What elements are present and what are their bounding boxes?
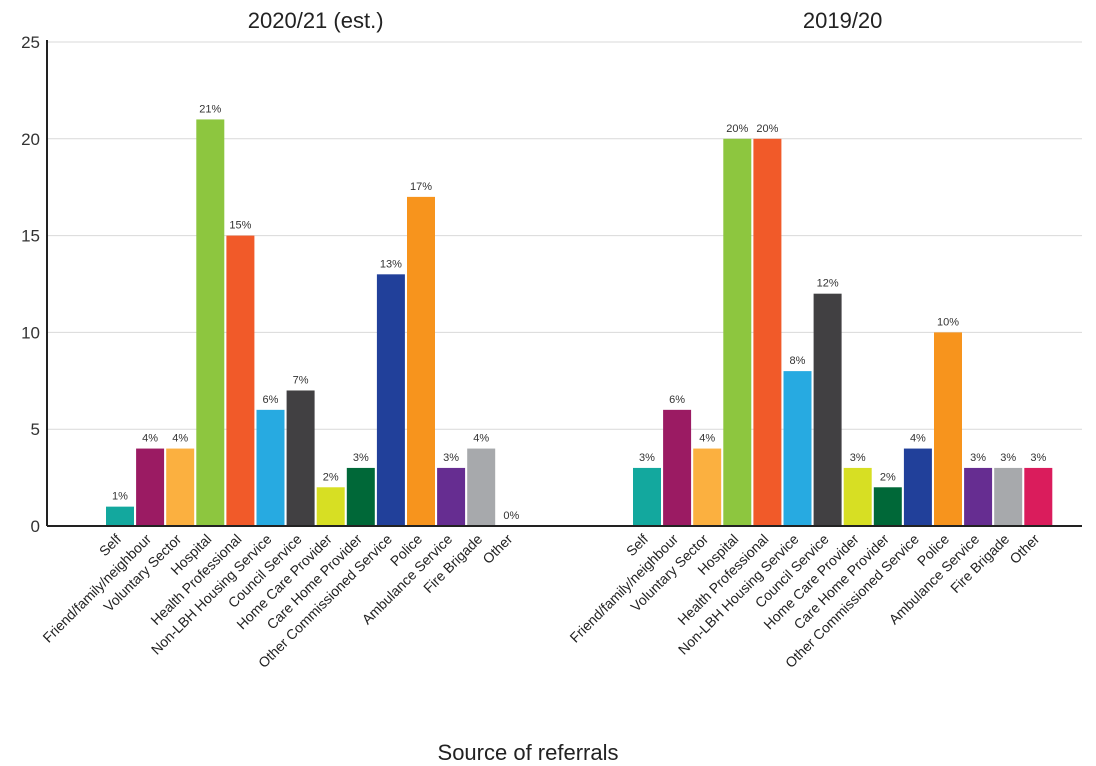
y-tick-label: 5 [31, 420, 40, 439]
bar [437, 467, 466, 526]
data-label: 0% [503, 510, 519, 522]
bar [783, 371, 812, 526]
data-label: 6% [263, 394, 279, 406]
bar [166, 448, 195, 526]
data-label: 15% [229, 220, 251, 232]
data-label: 2% [323, 471, 339, 483]
group-title: 2019/20 [803, 8, 883, 33]
data-label: 4% [172, 433, 188, 445]
data-label: 12% [817, 278, 839, 290]
bar [903, 448, 932, 526]
bar [316, 487, 345, 526]
data-label: 3% [850, 452, 866, 464]
bar [723, 138, 752, 527]
bar [1024, 467, 1053, 526]
data-label: 3% [639, 452, 655, 464]
data-label: 10% [937, 316, 959, 328]
bar [136, 448, 165, 526]
data-label: 13% [380, 258, 402, 270]
bars [106, 119, 1053, 527]
data-label: 3% [443, 452, 459, 464]
data-label: 3% [970, 452, 986, 464]
bar [934, 332, 962, 526]
bar [994, 467, 1023, 526]
bar [226, 235, 255, 526]
data-label: 3% [1000, 452, 1016, 464]
data-label: 4% [473, 433, 489, 445]
bar [693, 448, 722, 526]
bar [964, 467, 993, 526]
data-label: 4% [910, 433, 926, 445]
y-tick-label: 25 [21, 33, 40, 52]
data-labels: 1% 4% 4% 21% 15% 6% 7% 2% 3% 13% 17% 3% 4% 0% 3% 6% 4% 20… [112, 103, 1046, 522]
data-label: 21% [199, 103, 221, 115]
data-label: 1% [112, 491, 128, 503]
bar [376, 274, 405, 526]
group-titles: 2020/21 (est.) 2019/20 [248, 8, 883, 33]
bar [467, 448, 496, 526]
data-label: 4% [699, 433, 715, 445]
bar [843, 467, 872, 526]
bar [753, 138, 782, 527]
y-tick-label: 15 [21, 227, 40, 246]
bar [407, 196, 435, 526]
category-label: Other [1006, 531, 1042, 567]
data-label: 8% [790, 355, 806, 367]
y-axis-ticks: 0 5 10 15 20 25 [21, 33, 40, 536]
bar [286, 390, 315, 526]
data-label: 3% [353, 452, 369, 464]
y-tick-label: 0 [31, 517, 40, 536]
data-label: 4% [142, 433, 158, 445]
bar [873, 487, 902, 526]
y-tick-label: 10 [21, 323, 40, 342]
data-label: 17% [410, 181, 432, 193]
bar [256, 409, 285, 526]
bar [663, 409, 692, 526]
data-label: 3% [1030, 452, 1046, 464]
y-tick-label: 20 [21, 130, 40, 149]
group-title: 2020/21 (est.) [248, 8, 384, 33]
data-label: 2% [880, 471, 896, 483]
data-label: 20% [756, 123, 778, 135]
data-label: 20% [726, 123, 748, 135]
category-label: Other [479, 531, 515, 567]
x-axis-title: Source of referrals [438, 740, 619, 765]
bar [106, 506, 134, 526]
bar [813, 293, 842, 526]
bar [633, 467, 661, 526]
data-label: 7% [293, 374, 309, 386]
data-label: 6% [669, 394, 685, 406]
bar [346, 467, 375, 526]
bar [196, 119, 225, 526]
